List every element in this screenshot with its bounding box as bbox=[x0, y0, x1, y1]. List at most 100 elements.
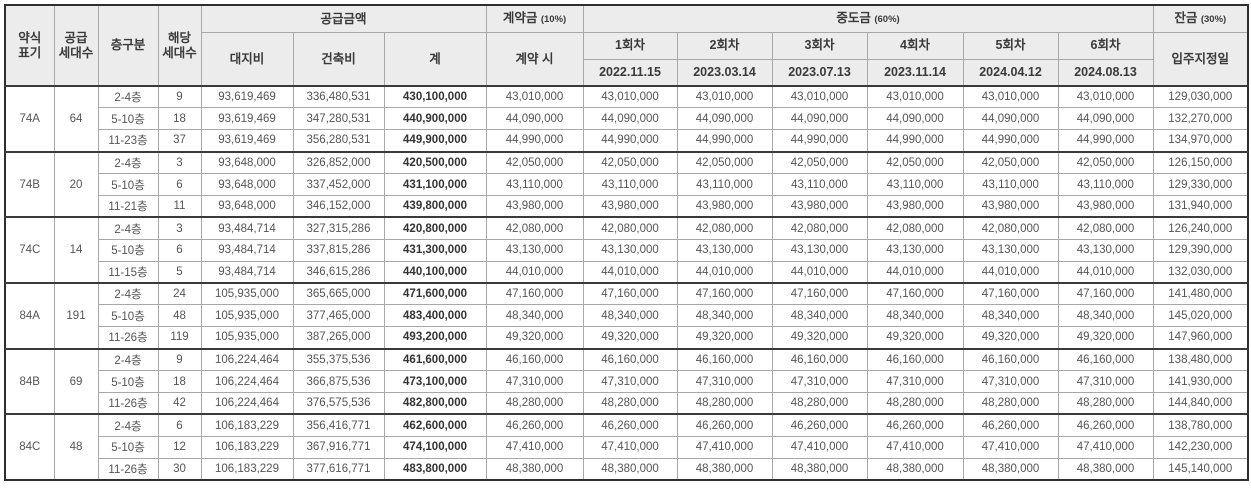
cell-applicable-units: 9 bbox=[157, 348, 202, 372]
cell-applicable-units: 6 bbox=[157, 238, 202, 262]
installment-3-date: 2023.07.13 bbox=[771, 58, 868, 87]
cell-applicable-units: 24 bbox=[157, 282, 202, 306]
cell-installment-3: 43,010,000 bbox=[771, 85, 868, 109]
cell-installment-3: 43,110,000 bbox=[771, 173, 868, 196]
cell-construction-cost: 346,152,000 bbox=[292, 194, 385, 218]
cell-installment-6: 49,320,000 bbox=[1057, 326, 1154, 350]
cell-floor-range: 11-23층 bbox=[97, 129, 159, 153]
unit-type-group-84B: 84B 69 2-4층 9 106,224,464 355,375,536 461,600,… bbox=[4, 348, 1249, 415]
cell-land-cost: 105,935,000 bbox=[200, 326, 294, 350]
cell-supply-count: 14 bbox=[53, 216, 99, 284]
cell-total-amount: 483,400,000 bbox=[383, 304, 487, 328]
cell-installment-2: 43,980,000 bbox=[676, 194, 773, 218]
payment-schedule-table: 약식 표기 공급 세대수 층구분 해당 세대수 공급금액 계약금 (10%) 중… bbox=[4, 4, 1250, 482]
cell-land-cost: 105,935,000 bbox=[200, 282, 294, 306]
cell-balance-payment: 132,030,000 bbox=[1152, 260, 1249, 284]
table-row: 5-10층 18 93,619,469 347,280,531 440,900,000 4… bbox=[5, 107, 1249, 131]
cell-installment-5: 46,260,000 bbox=[962, 413, 1059, 437]
cell-total-amount: 493,200,000 bbox=[383, 326, 487, 350]
cell-total-amount: 473,100,000 bbox=[383, 370, 487, 393]
cell-balance-payment: 141,480,000 bbox=[1152, 282, 1249, 306]
cell-installment-4: 46,160,000 bbox=[866, 348, 964, 372]
unit-type-group-84C: 84C 48 2-4층 6 106,183,229 356,416,771 462,600,… bbox=[4, 413, 1249, 481]
cell-installment-3: 46,160,000 bbox=[771, 348, 868, 372]
cell-floor-range: 11-21층 bbox=[97, 194, 159, 218]
cell-contract-payment: 44,090,000 bbox=[485, 107, 584, 131]
col-header-installment-5: 5회차 bbox=[962, 31, 1059, 60]
cell-applicable-units: 37 bbox=[157, 129, 202, 153]
cell-installment-1: 44,990,000 bbox=[582, 129, 678, 153]
cell-installment-6: 43,980,000 bbox=[1057, 194, 1154, 218]
cell-balance-payment: 126,150,000 bbox=[1152, 151, 1249, 175]
cell-construction-cost: 356,280,531 bbox=[292, 129, 385, 153]
interim-group-label: 중도금 bbox=[836, 11, 871, 26]
col-header-construction-cost: 건축비 bbox=[292, 31, 385, 87]
installment-6-date: 2024.08.13 bbox=[1057, 58, 1154, 87]
cell-land-cost: 106,183,229 bbox=[200, 413, 294, 437]
cell-contract-payment: 44,010,000 bbox=[485, 260, 584, 284]
cell-floor-range: 2-4층 bbox=[97, 413, 159, 437]
cell-installment-6: 48,340,000 bbox=[1057, 304, 1154, 328]
table-header: 약식 표기 공급 세대수 층구분 해당 세대수 공급금액 계약금 (10%) 중… bbox=[4, 4, 1249, 87]
cell-construction-cost: 377,616,771 bbox=[292, 457, 385, 481]
cell-balance-payment: 131,940,000 bbox=[1152, 194, 1249, 218]
cell-balance-payment: 134,970,000 bbox=[1152, 129, 1249, 153]
cell-total-amount: 440,100,000 bbox=[383, 260, 487, 284]
cell-supply-count: 20 bbox=[53, 151, 99, 218]
cell-construction-cost: 355,375,536 bbox=[292, 348, 385, 372]
table-row: 84B 69 2-4층 9 106,224,464 355,375,536 461,600,… bbox=[4, 348, 1249, 415]
cell-installment-5: 47,410,000 bbox=[962, 435, 1059, 459]
cell-installment-3: 46,260,000 bbox=[771, 413, 868, 437]
cell-contract-payment: 42,080,000 bbox=[485, 216, 584, 240]
cell-installment-4: 47,410,000 bbox=[866, 435, 964, 459]
cell-installment-5: 47,310,000 bbox=[962, 370, 1059, 393]
cell-applicable-units: 11 bbox=[157, 194, 202, 218]
cell-total-amount: 420,800,000 bbox=[383, 216, 487, 240]
table-row: 11-26층 119 105,935,000 387,265,000 493,200,0… bbox=[5, 326, 1249, 350]
cell-total-amount: 483,800,000 bbox=[383, 457, 487, 481]
cell-installment-3: 43,980,000 bbox=[771, 194, 868, 218]
cell-total-amount: 461,600,000 bbox=[383, 348, 487, 372]
cell-unit-type: 74B bbox=[4, 151, 55, 218]
cell-installment-2: 48,380,000 bbox=[676, 457, 773, 481]
cell-total-amount: 462,600,000 bbox=[383, 413, 487, 437]
cell-installment-1: 48,380,000 bbox=[582, 457, 678, 481]
cell-installment-6: 48,280,000 bbox=[1057, 391, 1154, 415]
col-header-supply-units: 공급 세대수 bbox=[53, 4, 99, 87]
cell-installment-1: 42,050,000 bbox=[582, 151, 678, 175]
table-row: 5-10층 12 106,183,229 367,916,771 474,100,000… bbox=[5, 435, 1249, 459]
cell-installment-4: 44,990,000 bbox=[866, 129, 964, 153]
cell-installment-1: 47,410,000 bbox=[582, 435, 678, 459]
col-header-total: 계 bbox=[383, 31, 487, 87]
table-row: 11-21층 11 93,648,000 346,152,000 439,800,000… bbox=[5, 194, 1249, 218]
cell-floor-range: 5-10층 bbox=[97, 173, 159, 196]
cell-total-amount: 482,800,000 bbox=[383, 391, 487, 415]
installment-4-date: 2023.11.14 bbox=[866, 58, 964, 87]
cell-applicable-units: 18 bbox=[157, 370, 202, 393]
cell-land-cost: 93,484,714 bbox=[200, 238, 294, 262]
cell-installment-2: 42,050,000 bbox=[676, 151, 773, 175]
cell-total-amount: 471,600,000 bbox=[383, 282, 487, 306]
cell-installment-1: 44,010,000 bbox=[582, 260, 678, 284]
cell-installment-4: 43,980,000 bbox=[866, 194, 964, 218]
cell-balance-payment: 132,270,000 bbox=[1152, 107, 1249, 131]
cell-installment-5: 47,160,000 bbox=[962, 282, 1059, 306]
col-header-contract-when: 계약 시 bbox=[485, 31, 584, 87]
cell-installment-5: 44,090,000 bbox=[962, 107, 1059, 131]
cell-construction-cost: 337,452,000 bbox=[292, 173, 385, 196]
cell-balance-payment: 138,480,000 bbox=[1152, 348, 1249, 372]
cell-unit-type: 84A bbox=[4, 282, 55, 350]
table-row: 11-15층 5 93,484,714 346,615,286 440,100,000 4… bbox=[5, 260, 1249, 284]
cell-installment-4: 42,080,000 bbox=[866, 216, 964, 240]
cell-floor-range: 2-4층 bbox=[97, 282, 159, 306]
table-row: 84A 191 2-4층 24 105,935,000 365,665,000 471,60… bbox=[4, 282, 1249, 350]
cell-construction-cost: 366,875,536 bbox=[292, 370, 385, 393]
cell-installment-2: 44,010,000 bbox=[676, 260, 773, 284]
cell-installment-4: 43,130,000 bbox=[866, 238, 964, 262]
cell-installment-6: 47,160,000 bbox=[1057, 282, 1154, 306]
table-row: 84C 48 2-4층 6 106,183,229 356,416,771 462,600,… bbox=[4, 413, 1249, 481]
table-row: 74C 14 2-4층 3 93,484,714 327,315,286 420,800,0… bbox=[4, 216, 1249, 284]
cell-total-amount: 474,100,000 bbox=[383, 435, 487, 459]
cell-installment-2: 49,320,000 bbox=[676, 326, 773, 350]
cell-land-cost: 106,183,229 bbox=[200, 435, 294, 459]
